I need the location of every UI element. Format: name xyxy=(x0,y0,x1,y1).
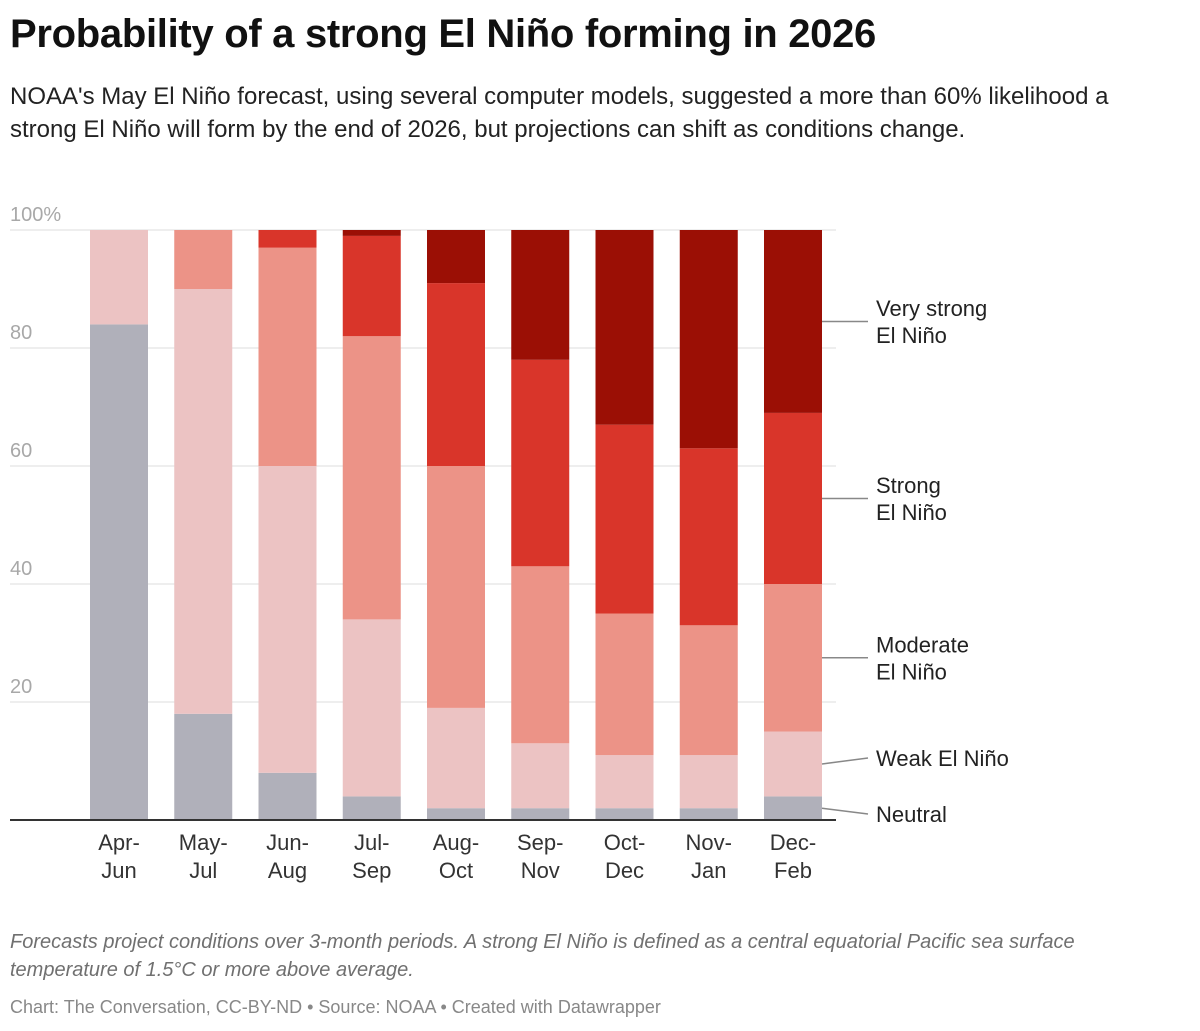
bar-segment-strong-el-ni-o xyxy=(342,235,401,337)
bar-segment-very-strong-el-ni-o xyxy=(511,230,570,360)
bar-segment-weak-el-ni-o xyxy=(90,230,148,325)
bar-segment-neutral xyxy=(764,796,822,820)
chart-credit: Chart: The Conversation, CC-BY-ND • Sour… xyxy=(10,997,661,1017)
legend-label: El Niño xyxy=(876,323,947,348)
x-tick-label: Aug xyxy=(268,858,307,883)
y-tick-label: 100% xyxy=(10,204,61,226)
bar-segment-neutral xyxy=(679,808,738,820)
x-tick-label: May- xyxy=(179,830,228,855)
x-tick-label: Apr- xyxy=(98,830,140,855)
legend-label: Strong xyxy=(876,473,941,498)
stacked-bar-chart: 100% 80 60 40 20 Apr- Jun May- Jul Jun- Aug Jul- Sep… xyxy=(10,204,1009,883)
bar-segment-moderate-el-ni-o xyxy=(427,466,485,708)
bar-segment-weak-el-ni-o xyxy=(511,743,570,809)
bar-segment-weak-el-ni-o xyxy=(258,466,317,773)
bar-segment-moderate-el-ni-o xyxy=(511,566,570,744)
bar-segment-strong-el-ni-o xyxy=(258,230,317,248)
x-tick-label: Jul- xyxy=(354,830,389,855)
chart-subtitle: NOAA's May El Niño forecast, using sever… xyxy=(10,83,1109,143)
x-tick-label: Jan xyxy=(691,858,726,883)
bar-segment-strong-el-ni-o xyxy=(679,448,738,626)
x-tick-label: Feb xyxy=(774,858,812,883)
bar-segment-very-strong-el-ni-o xyxy=(764,230,822,413)
legend-connector xyxy=(821,807,869,815)
x-tick-label: Sep xyxy=(352,858,391,883)
bar-segment-neutral xyxy=(427,808,485,820)
x-tick-label: Oct xyxy=(439,858,473,883)
bar-segment-neutral xyxy=(90,324,148,820)
y-tick-label: 20 xyxy=(10,676,32,698)
y-tick-label: 80 xyxy=(10,322,32,344)
x-tick-label: Oct- xyxy=(604,830,646,855)
bar-segment-very-strong-el-ni-o xyxy=(595,230,654,425)
bar-segment-weak-el-ni-o xyxy=(342,619,401,797)
legend-label: Very strong xyxy=(876,296,987,321)
y-tick-label: 60 xyxy=(10,440,32,462)
x-tick-label: Dec- xyxy=(770,830,816,855)
bar-segment-moderate-el-ni-o xyxy=(595,613,654,756)
bar-segment-very-strong-el-ni-o xyxy=(342,230,401,236)
legend-label: Moderate xyxy=(876,632,969,657)
x-tick-label: Jul xyxy=(189,858,217,883)
bar-segment-moderate-el-ni-o xyxy=(764,584,822,732)
chart-title: Probability of a strong El Niño forming … xyxy=(10,12,876,56)
bar-segment-weak-el-ni-o xyxy=(427,707,485,809)
x-tick-label: Nov xyxy=(521,858,560,883)
bar-segment-neutral xyxy=(595,808,654,820)
bar-segment-very-strong-el-ni-o xyxy=(679,230,738,449)
bar-segment-strong-el-ni-o xyxy=(764,412,822,584)
bar-segment-moderate-el-ni-o xyxy=(174,230,233,289)
legend-connector xyxy=(821,757,869,765)
bar-segment-very-strong-el-ni-o xyxy=(427,230,485,284)
y-tick-label: 40 xyxy=(10,558,32,580)
x-tick-label: Sep- xyxy=(517,830,563,855)
x-tick-label: Jun- xyxy=(266,830,309,855)
x-tick-label: Jun xyxy=(101,858,136,883)
bar-segment-neutral xyxy=(258,772,317,820)
bar-segment-strong-el-ni-o xyxy=(427,283,485,466)
x-tick-label: Dec xyxy=(605,858,644,883)
legend-label: Neutral xyxy=(876,802,947,827)
legend-label: El Niño xyxy=(876,500,947,525)
bar-segment-strong-el-ni-o xyxy=(511,359,570,567)
x-tick-label: Nov- xyxy=(686,830,732,855)
bar-segment-neutral xyxy=(342,796,401,820)
bar-segment-weak-el-ni-o xyxy=(679,755,738,809)
chart-notes: Forecasts project conditions over 3-mont… xyxy=(10,931,1075,981)
bar-segment-weak-el-ni-o xyxy=(764,731,822,797)
legend-label: El Niño xyxy=(876,659,947,684)
bar-segment-moderate-el-ni-o xyxy=(258,247,317,466)
x-tick-label: Aug- xyxy=(433,830,479,855)
legend-label: Weak El Niño xyxy=(876,746,1009,771)
bar-segment-strong-el-ni-o xyxy=(595,424,654,614)
bar-segment-weak-el-ni-o xyxy=(174,289,233,714)
bar-segment-neutral xyxy=(174,713,233,820)
chart-area: 100% 80 60 40 20 Apr- Jun May- Jul Jun- Aug Jul- Sep… xyxy=(0,195,1200,895)
bar-segment-weak-el-ni-o xyxy=(595,755,654,809)
bar-segment-neutral xyxy=(511,808,570,820)
bar-segment-moderate-el-ni-o xyxy=(679,625,738,756)
bar-segment-moderate-el-ni-o xyxy=(342,336,401,620)
